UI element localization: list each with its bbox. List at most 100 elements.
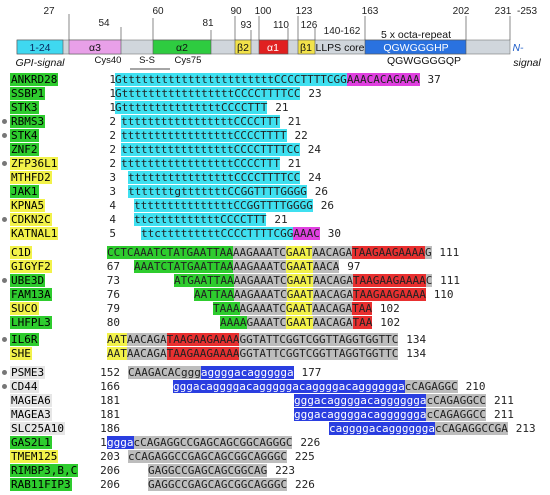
sequence-segment: CCCCTTTTCGG: [273, 73, 347, 86]
end-position: 111: [440, 274, 461, 287]
start-position: 181: [100, 394, 120, 407]
sequence-segment: AACAGA: [313, 274, 353, 287]
sequence-segment: CCCCTTT: [220, 101, 268, 114]
gene-label: MAGEA6: [10, 394, 52, 407]
sequence: gggacaggggacagggggacaggggacagggggga cCAGA…: [173, 380, 458, 393]
alpha3-label: α3: [89, 42, 101, 54]
cys40-label: Cys40: [95, 55, 122, 66]
sequence-segment: AACAGA: [313, 288, 353, 301]
sequence-segment: G: [424, 246, 432, 259]
sequence-segment: GAAT: [285, 302, 313, 315]
sequence-row: GIGYF2 67 AAATCTATGAATTAA AAGAAATC GAAT AACA 9…: [0, 260, 550, 273]
gene-label: CDKN2C: [10, 213, 52, 226]
sequence-segment: TAA: [352, 316, 373, 329]
sequence-segment: ttcttttttttt: [141, 227, 221, 240]
end-position: 211: [493, 408, 514, 421]
sequence-segment: ttttttttttttttttt: [121, 157, 234, 170]
end-position: 21: [274, 213, 288, 226]
sequence-segment: TAAGAAGAAAA: [166, 333, 240, 346]
marker-dot-icon: [2, 370, 7, 375]
sequence-row: SUCO 79 TAAA AGAAATC GAAT AACAGA TAA 102: [0, 302, 550, 315]
sequence-row: IL6R91AATAACAGATAAGAAGAAAAGGTATTCGGTCGGT…: [0, 333, 550, 346]
sequence-segment: ttctttttttttt: [134, 213, 221, 226]
sequence: CCTCAAATCTATGAATTAA AAGAAATC GAAT AACAGA TAA…: [107, 246, 432, 259]
sequence: ttctttttttttt CCCCTTT: [134, 213, 267, 226]
sequence-segment: cCAGAGGCCGAGCAGCGGCAGGGC: [128, 450, 287, 463]
sequence-segment: CCCCTTT: [233, 157, 280, 170]
sequence-segment: ttttttttttttttttt: [121, 143, 234, 156]
start-position: 5: [109, 227, 116, 240]
alpha1-segment: [258, 39, 289, 55]
end-position: 21: [287, 115, 302, 128]
gene-label: C1D: [10, 246, 32, 259]
sequence: tttttttgttttttt CCGGTTTTGGGG: [128, 185, 307, 198]
start-position: 206: [100, 478, 120, 491]
sequence-segment: Gttttttttttttttt: [115, 101, 221, 114]
gene-label: ZFP36L1: [10, 157, 59, 170]
sequence-row: TMEM125 203 cCAGAGGCCGAGCAGCGGCAGGGC 225: [0, 450, 550, 463]
sequence-segment: AAGAAATC: [232, 246, 286, 259]
sequence-segment: GAAATC: [246, 316, 287, 329]
sequence-row: KATNAL1 5 ttcttttttttt CCCCTTTTCGG AAAC 30: [0, 227, 550, 240]
sequence-row: JAK1 3 tttttttgttttttt CCGGTTTTGGGG 26: [0, 185, 550, 198]
sequence-segment: CCCCTTTT: [233, 129, 287, 142]
beta2-label: β2: [237, 42, 249, 54]
sequence-row: UBE3D 73 ATGAATTAA AAGAAATC GAAT AACAGA TAAGAA…: [0, 274, 550, 287]
sequence-segment: AAACACAGAAA: [346, 73, 420, 86]
sequence: gggacaggggacagggggga cCAGAGGCC: [294, 408, 487, 421]
end-position: 24: [307, 143, 321, 156]
sequence-row: MTHFD2 3 tttttttttttttttt CCCCTTTTCC 24: [0, 171, 550, 184]
gene-label: KPNA5: [10, 199, 46, 212]
sequence-segment: AATTAA: [194, 288, 234, 301]
sequence-segment: GAAT: [286, 274, 314, 287]
end-position: 110: [433, 288, 454, 301]
n-signal-label: N-: [512, 42, 524, 54]
sequence: AAAA GAAATC GAAT AACAGA TAA: [220, 316, 373, 329]
sequence-segment: CCTCAAATCTATGAATTAA: [107, 246, 233, 259]
sequence-row: MAGEA6 181 gggacaggggacagggggga cCAGAGGCC 21…: [0, 394, 550, 407]
sequence: tttttttttttttttt CCCCTTTTCC: [128, 171, 301, 184]
sequence-segment: AAGAAATC: [233, 260, 287, 273]
sequence-segment: GAAT: [286, 288, 314, 301]
sequence: ggga cCAGAGGCCGAGCAGCGGCAGGGC: [107, 436, 293, 449]
end-position: 26: [314, 185, 328, 198]
sequence-segment: AACAGA: [312, 302, 353, 315]
sequence: AAT AACAGA TAAGAAGAAAA GGTATTCGGTCGGTTAGGTG…: [107, 347, 399, 360]
sequence-segment: TAA: [352, 302, 372, 315]
sequence-segment: AACAGA: [126, 333, 167, 346]
gene-label: MTHFD2: [10, 171, 52, 184]
sequence-segment: CCCCTTT: [233, 115, 280, 128]
alpha2-segment: [152, 39, 212, 55]
gene-label: LHFPL3: [10, 316, 52, 329]
sequence-segment: AAAC: [293, 227, 320, 240]
end-position: 24: [308, 171, 322, 184]
sequence-segment: cCAGAGGCC: [426, 408, 487, 421]
sequence-segment: CAAGACACggg: [128, 366, 201, 379]
sequence-segment: ggga: [107, 436, 134, 449]
pos-163: 163: [362, 6, 379, 17]
gene-label: STK4: [10, 129, 39, 142]
sequence-segment: GAGGCCGAGCAGCGGCAG: [148, 464, 268, 477]
sequence-segment: CCCCTTT: [220, 213, 267, 226]
end-position: 30: [327, 227, 341, 240]
sequence-segment: AAT: [107, 347, 127, 360]
sequence-row: CDKN2C 4 ttctttttttttt CCCCTTT 21: [0, 213, 550, 226]
gene-label: STK3: [10, 101, 39, 114]
gene-label: FAM13A: [10, 288, 52, 301]
sequence-segment: AAAA: [220, 316, 247, 329]
pos-90: 90: [230, 6, 242, 17]
sequence-segment: CCCCTTTTCC: [234, 87, 301, 100]
sequence-row: STK3 1 Gttttttttttttttt CCCCTTT 21: [0, 101, 550, 114]
start-position: 67: [106, 260, 120, 273]
alpha2-label: α2: [176, 42, 188, 54]
end-position: 111: [439, 246, 460, 259]
sequence-segment: cCAGAGGCCGA: [434, 422, 508, 435]
marker-dot-icon: [2, 119, 7, 124]
sequence-segment: TAAGAAGAAAA: [166, 347, 240, 360]
gene-label: RBMS3: [10, 115, 46, 128]
sequence: CAAGACACggg aggggacaggggga: [128, 366, 294, 379]
sequence-segment: ttttttttttttttttt: [121, 129, 234, 142]
sequence: GAGGCCGAGCAGCGGCAGGGC: [148, 478, 288, 491]
sequence-row: RIMBP3,B,C 206 GAGGCCGAGCAGCGGCAG 223: [0, 464, 550, 477]
sequence-row: GAS2L1199gggacCAGAGGCCGAGCAGCGGCAGGGC226: [0, 436, 550, 449]
